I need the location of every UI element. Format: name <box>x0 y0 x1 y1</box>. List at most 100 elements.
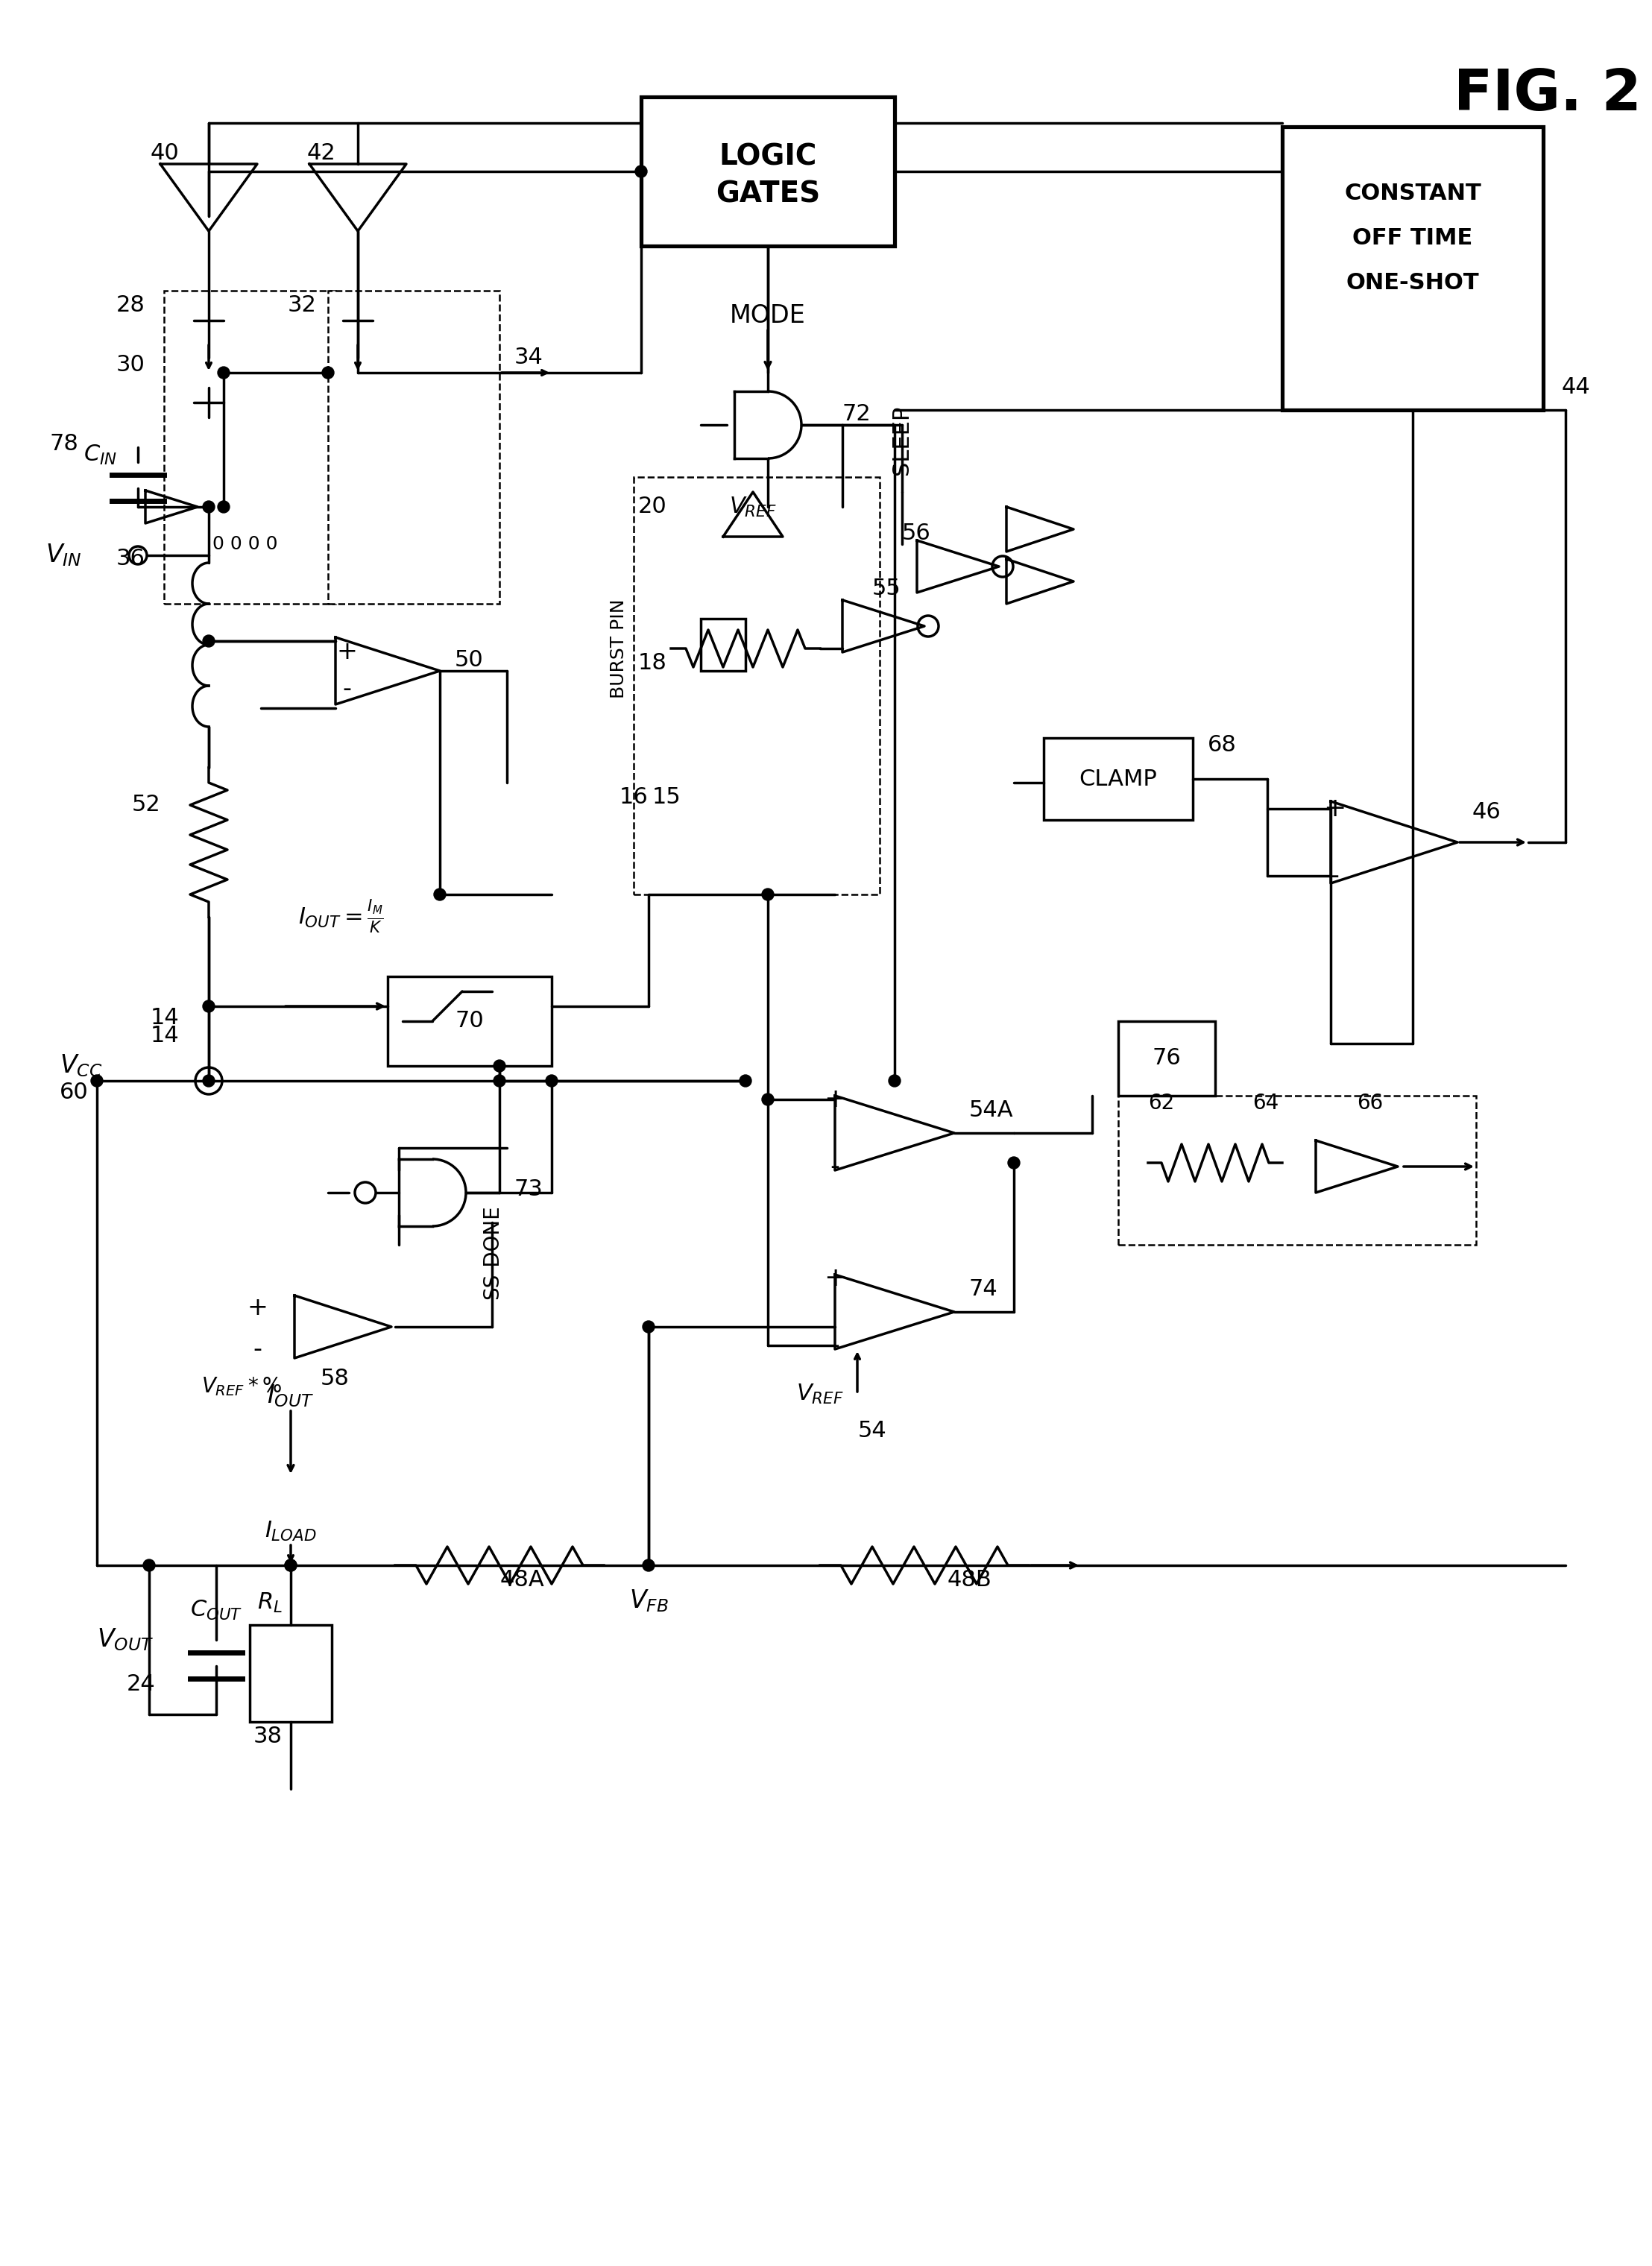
Text: 16: 16 <box>620 786 648 809</box>
Circle shape <box>1008 1158 1019 1169</box>
Circle shape <box>889 1074 900 1088</box>
Circle shape <box>218 367 230 378</box>
Text: GATES: GATES <box>715 179 819 208</box>
Circle shape <box>218 501 230 512</box>
Bar <box>641 97 895 247</box>
Circle shape <box>144 1559 155 1570</box>
Text: 46: 46 <box>1472 802 1502 823</box>
Circle shape <box>494 1074 506 1088</box>
Text: -: - <box>829 1153 839 1178</box>
Text: 28: 28 <box>116 295 145 317</box>
Text: 78: 78 <box>50 433 78 453</box>
Bar <box>700 619 745 671</box>
Text: -: - <box>1330 863 1340 888</box>
Text: BURST PIN: BURST PIN <box>610 598 628 698</box>
Text: 60: 60 <box>59 1081 89 1104</box>
Text: 42: 42 <box>307 143 335 163</box>
Circle shape <box>643 1321 654 1332</box>
Text: $V_{OUT}$: $V_{OUT}$ <box>97 1627 154 1652</box>
Text: SS-DONE: SS-DONE <box>482 1206 502 1298</box>
Circle shape <box>634 165 648 177</box>
Text: 70: 70 <box>456 1011 484 1031</box>
Text: 30: 30 <box>116 353 145 376</box>
Text: $R_L$: $R_L$ <box>258 1591 282 1613</box>
Text: MODE: MODE <box>730 304 806 329</box>
Text: CLAMP: CLAMP <box>1079 768 1158 791</box>
Text: 15: 15 <box>653 786 681 809</box>
Circle shape <box>762 1094 773 1106</box>
Text: 48A: 48A <box>499 1570 544 1591</box>
Text: 40: 40 <box>150 143 178 163</box>
Text: 76: 76 <box>1151 1047 1181 1070</box>
Text: 32: 32 <box>287 295 317 317</box>
Circle shape <box>643 1559 654 1570</box>
Text: $V_{FB}$: $V_{FB}$ <box>629 1588 669 1613</box>
Circle shape <box>203 1074 215 1088</box>
Text: $V_{REF}$: $V_{REF}$ <box>729 496 776 519</box>
Circle shape <box>284 1559 297 1570</box>
Text: 20: 20 <box>638 496 667 517</box>
Text: 74: 74 <box>970 1278 998 1301</box>
Bar <box>1282 127 1543 410</box>
Circle shape <box>284 1559 297 1570</box>
Text: 54A: 54A <box>970 1099 1014 1122</box>
Bar <box>1044 739 1193 820</box>
Bar <box>388 977 552 1065</box>
Text: +: + <box>824 1267 846 1292</box>
Text: 50: 50 <box>454 648 484 671</box>
Text: -: - <box>342 678 352 702</box>
Text: $I_{OUT}=\frac{I_M}{K}$: $I_{OUT}=\frac{I_M}{K}$ <box>299 900 383 936</box>
Bar <box>634 478 879 895</box>
Text: 73: 73 <box>514 1178 544 1199</box>
Text: 62: 62 <box>1148 1092 1175 1113</box>
Bar <box>249 1625 332 1722</box>
Text: -: - <box>253 1337 261 1362</box>
Text: 68: 68 <box>1208 734 1237 757</box>
Text: 0 0 0 0: 0 0 0 0 <box>213 535 278 553</box>
Bar <box>164 290 335 603</box>
Text: 38: 38 <box>253 1727 282 1747</box>
Circle shape <box>740 1074 752 1088</box>
Text: 72: 72 <box>843 403 871 424</box>
Text: +: + <box>337 639 357 664</box>
Text: 58: 58 <box>320 1369 350 1389</box>
Circle shape <box>203 501 215 512</box>
Text: $V_{REF}$: $V_{REF}$ <box>796 1382 844 1405</box>
Text: 14: 14 <box>150 1024 178 1047</box>
Text: SLEEP: SLEEP <box>890 406 914 474</box>
Circle shape <box>203 999 215 1013</box>
Text: 24: 24 <box>127 1675 155 1695</box>
Circle shape <box>494 1060 506 1072</box>
Text: $V_{REF}*\%$: $V_{REF}*\%$ <box>202 1375 282 1398</box>
Circle shape <box>545 1074 558 1088</box>
Text: $V_{IN}$: $V_{IN}$ <box>46 542 83 569</box>
Text: 48B: 48B <box>947 1570 991 1591</box>
Text: $V_{CC}$: $V_{CC}$ <box>59 1054 102 1079</box>
Text: +: + <box>824 1088 846 1113</box>
Text: 56: 56 <box>902 521 932 544</box>
Text: 34: 34 <box>514 347 544 369</box>
Text: 55: 55 <box>872 578 900 600</box>
Bar <box>1118 1097 1477 1244</box>
Text: ONE-SHOT: ONE-SHOT <box>1346 272 1479 295</box>
Text: $I_{LOAD}$: $I_{LOAD}$ <box>264 1520 317 1543</box>
Text: 36: 36 <box>116 548 145 569</box>
Text: 64: 64 <box>1252 1092 1279 1113</box>
Text: 54: 54 <box>857 1421 887 1441</box>
Circle shape <box>203 634 215 648</box>
Text: $I_{OUT}$: $I_{OUT}$ <box>268 1382 314 1409</box>
Text: $C_{IN}$: $C_{IN}$ <box>84 444 117 467</box>
Text: +: + <box>1323 795 1346 823</box>
Text: 18: 18 <box>638 653 667 675</box>
Text: OFF TIME: OFF TIME <box>1353 227 1474 249</box>
Text: LOGIC: LOGIC <box>719 143 816 170</box>
Text: +: + <box>246 1296 268 1321</box>
Circle shape <box>762 888 773 900</box>
Text: FIG. 2: FIG. 2 <box>1454 68 1642 122</box>
Text: 14: 14 <box>150 1006 178 1029</box>
Text: $C_{OUT}$: $C_{OUT}$ <box>190 1598 243 1622</box>
Text: CONSTANT: CONSTANT <box>1345 184 1482 204</box>
Text: 66: 66 <box>1356 1092 1383 1113</box>
Circle shape <box>434 888 446 900</box>
Circle shape <box>91 1074 102 1088</box>
